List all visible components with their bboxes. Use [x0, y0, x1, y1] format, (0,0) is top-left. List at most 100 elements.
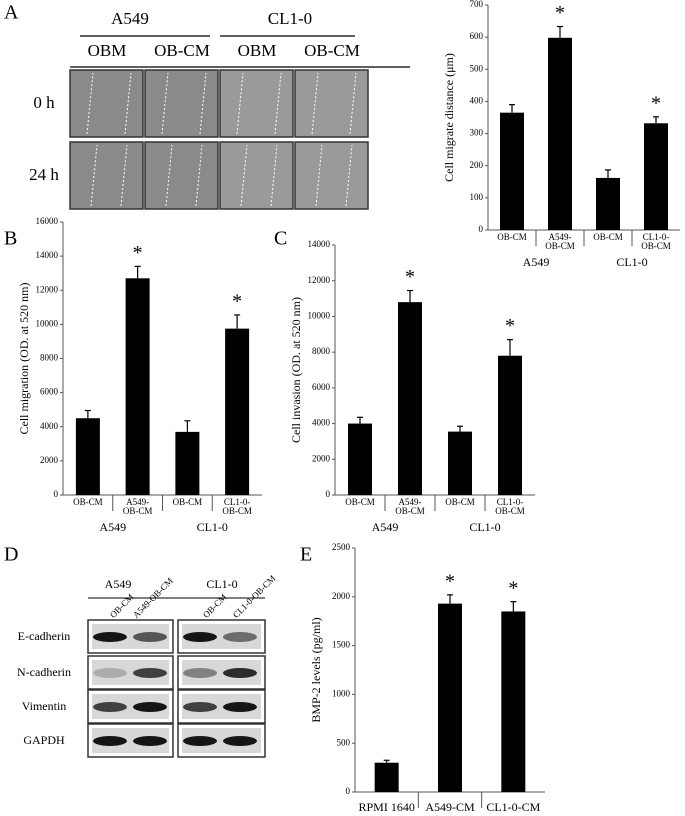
y-tick-label: 12000 — [36, 284, 59, 294]
x-tick-label: A549- — [399, 497, 422, 507]
y-tick-label: 1000 — [332, 688, 351, 698]
y-tick-label: 400 — [470, 95, 484, 105]
y-axis-label: BMP-2 levels (pg/ml) — [309, 617, 323, 722]
y-tick-label: 6000 — [312, 382, 331, 392]
x-tick-label: A549- — [549, 232, 572, 242]
x-tick-label: A549- — [126, 497, 149, 507]
x-tick-label: CL1-0- — [224, 497, 251, 507]
bar — [374, 762, 399, 792]
blot-band — [93, 632, 127, 642]
x-tick-label: CL1-0- — [497, 497, 524, 507]
x-tick-label: RPMI 1640 — [358, 800, 414, 814]
y-tick-label: 2000 — [312, 453, 331, 463]
protein-label: E-cadherin — [18, 629, 71, 643]
x-tick-label: OB-CM — [497, 232, 527, 242]
bar — [225, 328, 250, 495]
y-tick-label: 700 — [470, 0, 484, 9]
blot-band — [223, 736, 257, 746]
y-tick-label: 6000 — [40, 387, 59, 397]
group-label: CL1-0 — [197, 520, 228, 534]
blot-band — [133, 702, 167, 712]
group-label: CL1-0 — [268, 9, 312, 28]
y-tick-label: 600 — [470, 31, 484, 41]
y-tick-label: 0 — [346, 786, 351, 796]
significance-marker: * — [555, 2, 565, 24]
panel-label: B — [4, 228, 17, 250]
wound-image — [69, 141, 144, 210]
lane-label: CL1-0-OB-CM — [231, 573, 278, 620]
blot-band — [223, 668, 257, 678]
blot-band — [183, 702, 217, 712]
group-label: CL1-0 — [206, 577, 237, 591]
protein-label: GAPDH — [23, 733, 65, 747]
wound-image — [294, 69, 369, 138]
panel-label: D — [4, 544, 18, 566]
blot-band — [133, 668, 167, 678]
y-tick-label: 200 — [470, 160, 484, 170]
x-tick-label: OB-CM — [395, 506, 425, 516]
y-tick-label: 12000 — [308, 275, 331, 285]
group-label: CL1-0 — [616, 255, 647, 269]
y-tick-label: 8000 — [312, 346, 331, 356]
group-label: A549 — [523, 255, 550, 269]
y-tick-label: 0 — [54, 489, 59, 499]
y-tick-label: 500 — [470, 63, 484, 73]
bar — [75, 418, 100, 495]
y-axis-label: Cell migration (OD. at 520 nm) — [17, 283, 31, 435]
significance-marker: * — [651, 92, 661, 114]
y-tick-label: 0 — [479, 224, 484, 234]
y-axis-label: Cell invasion (OD. at 520 nm) — [289, 297, 303, 443]
y-tick-label: 300 — [470, 128, 484, 138]
lane-label: OB-CM — [201, 592, 229, 620]
blot-band — [223, 702, 257, 712]
significance-marker: * — [133, 242, 143, 264]
protein-label: N-cadherin — [17, 665, 71, 679]
y-tick-label: 1500 — [332, 640, 351, 650]
lane-label: OB-CM — [108, 592, 136, 620]
bar — [348, 423, 372, 495]
wound-image — [69, 69, 144, 138]
bar — [498, 355, 522, 495]
x-tick-label: OB-CM — [641, 241, 671, 251]
bar — [501, 611, 526, 792]
y-tick-label: 8000 — [40, 353, 59, 363]
y-tick-label: 2500 — [332, 542, 351, 552]
blot-band — [133, 632, 167, 642]
x-tick-label: OB-CM — [495, 506, 525, 516]
y-tick-label: 0 — [326, 489, 331, 499]
x-tick-label: CL1-0- — [643, 232, 670, 242]
group-label: A549 — [372, 520, 399, 534]
condition-label: OB-CM — [304, 41, 360, 60]
y-tick-label: 2000 — [40, 455, 59, 465]
significance-marker: * — [505, 315, 515, 337]
wound-image — [219, 69, 294, 138]
blot-band — [183, 736, 217, 746]
bar — [596, 177, 620, 230]
significance-marker: * — [232, 291, 242, 313]
blot-band — [93, 702, 127, 712]
bar — [438, 603, 462, 792]
y-axis-label: Cell migrate distance (μm) — [442, 53, 456, 182]
y-tick-label: 2000 — [332, 591, 351, 601]
time-label: 24 h — [29, 165, 59, 184]
y-tick-label: 4000 — [40, 421, 59, 431]
condition-label: OBM — [88, 41, 127, 60]
group-label: CL1-0 — [469, 520, 500, 534]
blot-band — [223, 632, 257, 642]
x-tick-label: OB-CM — [123, 506, 153, 516]
bar — [175, 431, 200, 495]
significance-marker: * — [508, 577, 518, 599]
blot-band — [93, 668, 127, 678]
group-label: A549 — [111, 9, 149, 28]
bar — [644, 123, 668, 230]
x-tick-label: OB-CM — [445, 497, 475, 507]
x-tick-label: OB-CM — [593, 232, 623, 242]
bar — [398, 302, 422, 495]
x-tick-label: A549-CM — [425, 800, 475, 814]
panel-label: C — [274, 228, 287, 250]
y-tick-label: 100 — [470, 192, 484, 202]
condition-label: OB-CM — [154, 41, 210, 60]
wound-image — [294, 141, 369, 210]
y-tick-label: 16000 — [36, 216, 59, 226]
bar — [500, 112, 524, 230]
